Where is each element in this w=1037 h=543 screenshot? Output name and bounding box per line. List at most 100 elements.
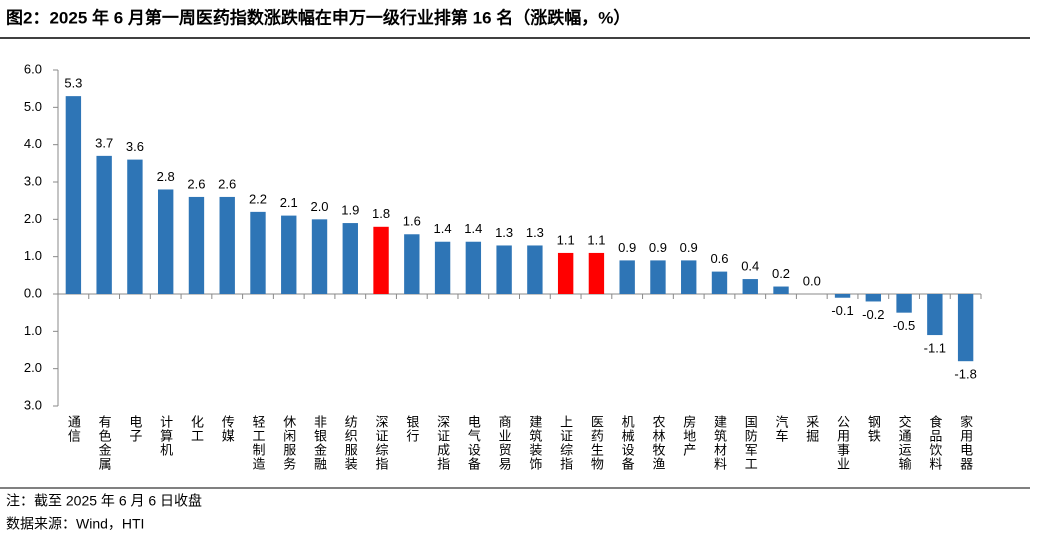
bar	[650, 260, 666, 294]
x-tick-label: 食品饮料	[927, 414, 942, 471]
y-tick-label: 5.0	[24, 99, 42, 114]
bar	[127, 159, 143, 294]
bar	[157, 189, 174, 294]
bar	[711, 271, 728, 294]
x-tick-label: 公用事业	[835, 415, 850, 471]
bar	[742, 279, 758, 294]
value-label: 3.7	[95, 135, 113, 150]
bar	[311, 219, 328, 294]
bar	[834, 294, 851, 298]
bar	[65, 96, 82, 294]
bar	[681, 260, 697, 294]
value-label: 0.9	[649, 240, 667, 255]
y-tick-label: 1.0	[24, 323, 42, 338]
x-tick-label: 电子	[127, 415, 142, 443]
bar	[527, 245, 543, 294]
bar	[96, 155, 112, 294]
x-tick-label: 传媒	[220, 415, 235, 443]
value-label: 1.9	[341, 203, 359, 218]
bar	[404, 234, 420, 294]
x-tick-label: 汽车	[774, 415, 789, 443]
value-label: 0.4	[741, 259, 759, 274]
x-tick-label: 家用电器	[958, 414, 973, 471]
y-tick-label: 3.0	[24, 173, 42, 188]
x-tick-label: 化工	[189, 415, 204, 443]
y-tick-label: 4.0	[24, 136, 42, 151]
bar	[434, 241, 451, 294]
x-tick-label: 上证综指	[558, 415, 573, 471]
y-tick-label: 2.0	[24, 360, 42, 375]
value-label: 1.8	[372, 206, 390, 221]
bar	[465, 241, 482, 294]
y-tick-label: 2.0	[24, 211, 42, 226]
note: 注：截至 2025 年 6 月 6 日收盘	[6, 493, 202, 509]
x-tick-label: 交通运输	[897, 414, 912, 471]
x-tick-label: 纺织服装	[343, 415, 358, 471]
bar	[281, 215, 297, 294]
value-label: 1.4	[464, 221, 482, 236]
value-label: 1.3	[526, 225, 544, 240]
x-tick-label: 机械设备	[620, 415, 635, 471]
y-tick-label: 3.0	[24, 397, 42, 412]
bar	[373, 226, 389, 294]
value-label: 2.6	[187, 176, 205, 191]
x-tick-label: 计算机	[158, 415, 173, 457]
x-tick-label: 房地产	[681, 414, 696, 457]
x-tick-label: 深证成指	[435, 415, 450, 471]
x-tick-label: 商业贸易	[497, 415, 512, 471]
value-label: 1.1	[557, 232, 575, 247]
value-label: 2.6	[218, 176, 236, 191]
value-label: -0.2	[862, 307, 884, 322]
x-tick-label: 有色金属	[97, 415, 112, 471]
value-label: 0.0	[803, 273, 821, 288]
bar	[342, 223, 358, 294]
bar	[865, 294, 882, 302]
value-label: 2.0	[310, 199, 328, 214]
x-tick-label: 建筑装饰	[527, 415, 542, 471]
bar	[957, 294, 974, 362]
x-tick-label: 电气设备	[466, 415, 481, 471]
bar	[496, 245, 512, 294]
y-tick-label: 1.0	[24, 248, 42, 263]
chart-title: 图2：2025 年 6 月第一周医药指数涨跌幅在申万一级行业排第 16 名（涨跌…	[6, 7, 630, 27]
value-label: 0.9	[680, 240, 698, 255]
value-label: 2.2	[249, 191, 267, 206]
x-tick-label: 农林牧渔	[650, 415, 665, 471]
bar	[619, 260, 635, 294]
x-tick-label: 采掘	[804, 415, 819, 443]
bar	[896, 294, 912, 313]
x-tick-label: 医药生物	[589, 415, 604, 471]
bar	[188, 196, 205, 294]
x-tick-label: 非银金融	[312, 415, 327, 471]
value-label: -1.8	[954, 367, 976, 382]
x-tick-label: 钢铁	[866, 415, 881, 443]
bar	[250, 211, 266, 294]
value-label: 0.6	[710, 251, 728, 266]
value-label: 2.1	[280, 195, 298, 210]
bar	[219, 196, 235, 294]
value-label: 0.2	[772, 266, 790, 281]
bar	[927, 294, 943, 336]
value-label: 1.1	[587, 232, 605, 247]
value-label: -0.1	[831, 303, 853, 318]
y-tick-label: 6.0	[24, 61, 42, 76]
value-label: -0.5	[893, 318, 915, 333]
value-label: 2.8	[157, 169, 175, 184]
value-label: 1.6	[403, 214, 421, 229]
value-label: -1.1	[924, 341, 946, 356]
x-tick-label: 轻工制造	[250, 415, 265, 471]
x-tick-label: 银行	[404, 415, 419, 443]
value-label: 1.4	[434, 221, 452, 236]
bar	[557, 252, 574, 294]
value-label: 1.3	[495, 225, 513, 240]
x-tick-label: 深证综指	[374, 415, 389, 471]
value-label: 5.3	[64, 76, 82, 91]
x-tick-label: 通信	[66, 415, 81, 443]
bar	[588, 252, 605, 294]
x-tick-label: 建筑材料	[712, 415, 727, 471]
x-tick-label: 休闲服务	[281, 415, 296, 471]
value-label: 0.9	[618, 240, 636, 255]
bar	[773, 286, 789, 294]
source: 数据来源：Wind，HTI	[6, 516, 144, 532]
